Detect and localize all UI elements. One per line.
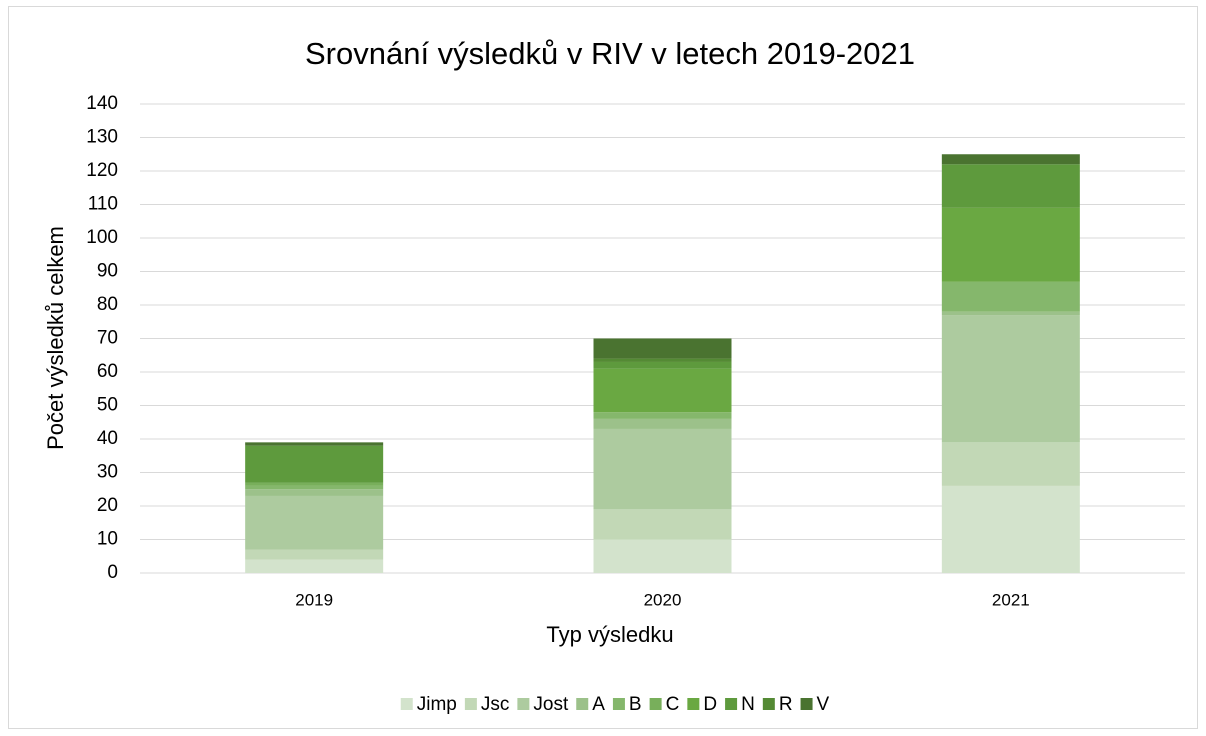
bar-segment <box>593 368 732 413</box>
y-tick-label: 110 <box>88 194 118 215</box>
bar-segment <box>941 154 1080 165</box>
y-tick-label: 40 <box>97 428 118 449</box>
legend-label: R <box>779 694 793 715</box>
y-tick-label: 120 <box>86 160 118 181</box>
y-tick-label: 10 <box>97 529 118 550</box>
y-tick-label: 130 <box>86 127 118 148</box>
x-tick-label: 2020 <box>644 590 682 609</box>
bar-segment <box>593 412 732 419</box>
bar-segment <box>593 418 732 429</box>
y-tick-label: 30 <box>97 462 118 483</box>
y-tick-label: 50 <box>97 395 118 416</box>
bar-segment <box>245 495 384 550</box>
y-tick-label: 140 <box>86 93 118 114</box>
x-axis-label: Typ výsledku <box>546 622 673 647</box>
legend-label: Jimp <box>417 694 457 715</box>
x-tick-label: 2021 <box>992 590 1030 609</box>
legend-label: A <box>592 694 605 715</box>
y-tick-label: 60 <box>97 361 118 382</box>
bar-segment <box>593 338 732 359</box>
legend-swatch <box>464 698 477 710</box>
legend-label: V <box>817 694 830 715</box>
x-tick-label: 2019 <box>295 590 333 609</box>
bar-segment <box>593 539 732 573</box>
y-tick-label: 70 <box>97 328 118 349</box>
legend-swatch <box>649 698 662 710</box>
bar-segment <box>941 315 1080 443</box>
bar-segment <box>941 311 1080 316</box>
bar-segment <box>593 428 732 510</box>
bar-segment <box>245 489 384 496</box>
legend-label: C <box>666 694 680 715</box>
legend-label: B <box>629 694 642 715</box>
legend-label: D <box>703 694 717 715</box>
legend-swatch <box>400 698 413 710</box>
y-axis-label: Počet výsledků celkem <box>43 226 68 450</box>
bar-segment <box>941 442 1080 486</box>
bar-segment <box>593 361 732 369</box>
bar-segment <box>941 207 1080 282</box>
bar-segment <box>593 509 732 540</box>
bar-segment <box>245 482 384 486</box>
legend-label: N <box>741 694 755 715</box>
legend-swatch <box>612 698 625 710</box>
y-tick-label: 20 <box>97 495 118 516</box>
bar-segment <box>941 164 1080 208</box>
y-tick-label: 90 <box>97 261 118 282</box>
legend-swatch <box>762 698 775 710</box>
bar-segment <box>245 445 384 483</box>
bar-segment <box>593 358 732 362</box>
y-tick-label: 100 <box>86 227 118 248</box>
legend-swatch <box>687 698 700 710</box>
legend-swatch <box>800 698 813 710</box>
bar-segment <box>941 281 1080 312</box>
bar-segment <box>245 485 384 490</box>
legend-swatch <box>576 698 589 710</box>
bar-segment <box>941 485 1080 573</box>
legend-label: Jost <box>533 694 569 715</box>
legend-swatch <box>517 698 530 710</box>
y-tick-label: 80 <box>97 294 118 315</box>
bar-segment <box>245 442 384 446</box>
bar-segment <box>245 559 384 573</box>
chart-title: Srovnání výsledků v RIV v letech 2019-20… <box>305 36 915 71</box>
legend-label: Jsc <box>481 694 510 715</box>
y-tick-label: 0 <box>107 562 118 583</box>
bar-segment <box>245 549 384 560</box>
legend-swatch <box>725 698 738 710</box>
